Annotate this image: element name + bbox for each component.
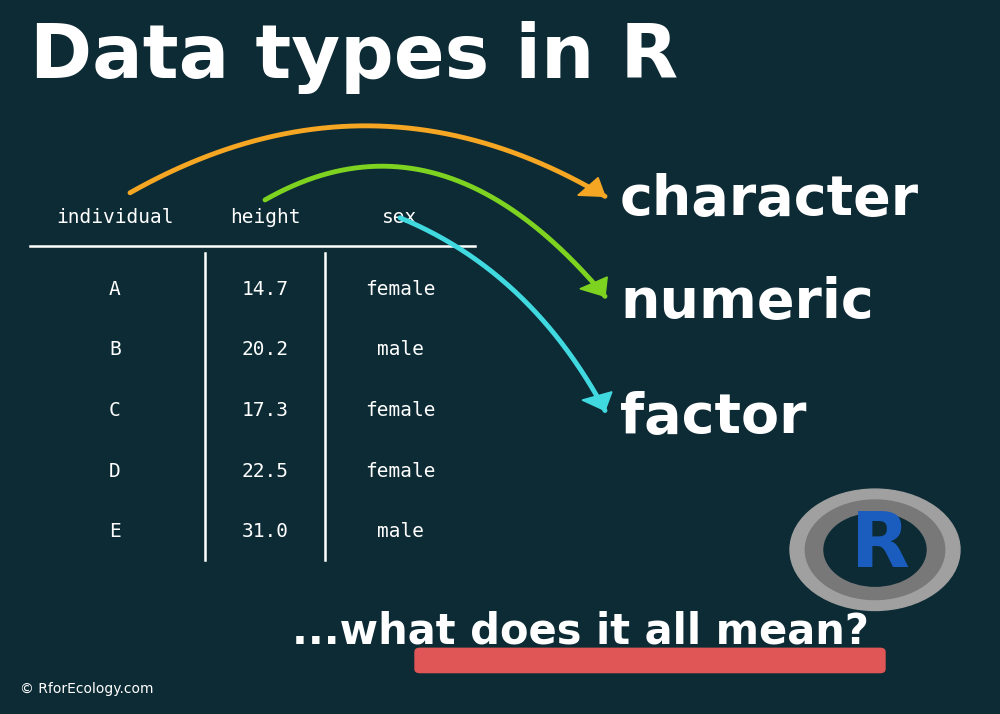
Text: 31.0: 31.0 bbox=[242, 523, 288, 541]
Text: character: character bbox=[620, 173, 919, 227]
Text: © RforEcology.com: © RforEcology.com bbox=[20, 682, 154, 696]
Text: Data types in R: Data types in R bbox=[30, 21, 678, 94]
Polygon shape bbox=[580, 277, 607, 296]
Text: numeric: numeric bbox=[620, 276, 874, 331]
FancyBboxPatch shape bbox=[415, 648, 885, 673]
Polygon shape bbox=[582, 392, 612, 411]
Text: 22.5: 22.5 bbox=[242, 462, 288, 481]
Circle shape bbox=[824, 513, 926, 586]
Text: 14.7: 14.7 bbox=[242, 280, 288, 298]
Text: female: female bbox=[365, 280, 435, 298]
Text: E: E bbox=[109, 523, 121, 541]
Text: factor: factor bbox=[620, 391, 806, 445]
Text: female: female bbox=[365, 401, 435, 420]
Text: A: A bbox=[109, 280, 121, 298]
Text: ...what does it all mean?: ...what does it all mean? bbox=[292, 611, 868, 653]
Text: D: D bbox=[109, 462, 121, 481]
Text: B: B bbox=[109, 341, 121, 359]
Text: C: C bbox=[109, 401, 121, 420]
Text: male: male bbox=[376, 341, 424, 359]
Polygon shape bbox=[578, 178, 605, 196]
Circle shape bbox=[790, 489, 960, 610]
Text: R: R bbox=[851, 509, 909, 583]
Text: 17.3: 17.3 bbox=[242, 401, 288, 420]
Text: individual: individual bbox=[56, 208, 174, 227]
Text: 20.2: 20.2 bbox=[242, 341, 288, 359]
Text: height: height bbox=[230, 208, 300, 227]
Text: male: male bbox=[376, 523, 424, 541]
Circle shape bbox=[805, 500, 945, 600]
Text: sex: sex bbox=[382, 208, 418, 227]
Text: female: female bbox=[365, 462, 435, 481]
